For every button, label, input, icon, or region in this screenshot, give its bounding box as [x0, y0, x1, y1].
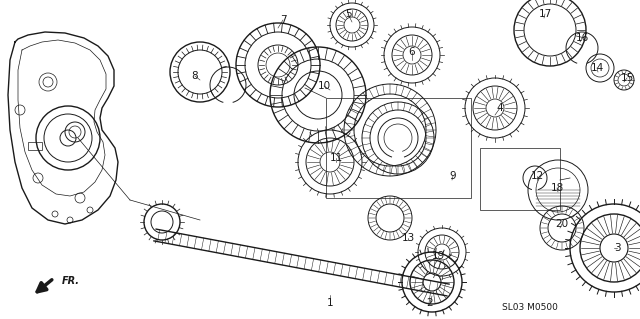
Text: 8: 8 [192, 71, 198, 81]
Text: 17: 17 [538, 9, 552, 19]
Text: 18: 18 [550, 183, 564, 193]
Text: 3: 3 [614, 243, 620, 253]
Bar [28, 142, 42, 150]
Text: 5: 5 [345, 9, 351, 19]
Text: 9: 9 [450, 171, 456, 181]
Text: 13: 13 [401, 233, 415, 243]
Text: 6: 6 [409, 47, 415, 57]
Text: 7: 7 [280, 15, 286, 25]
Text: 16: 16 [575, 33, 589, 43]
Text: FR.: FR. [62, 276, 80, 286]
Bar [326, 98, 471, 198]
Text: 2: 2 [427, 298, 433, 308]
Text: 10: 10 [317, 81, 331, 91]
Text: 4: 4 [497, 103, 503, 113]
Text: 1: 1 [326, 298, 333, 308]
Text: 19: 19 [431, 251, 445, 261]
Bar [480, 148, 560, 210]
Text: 11: 11 [330, 153, 342, 163]
Text: 20: 20 [556, 219, 568, 229]
Text: 12: 12 [531, 171, 543, 181]
Text: SL03 M0500: SL03 M0500 [502, 303, 558, 313]
Text: 14: 14 [590, 63, 604, 73]
Text: 15: 15 [620, 73, 634, 83]
